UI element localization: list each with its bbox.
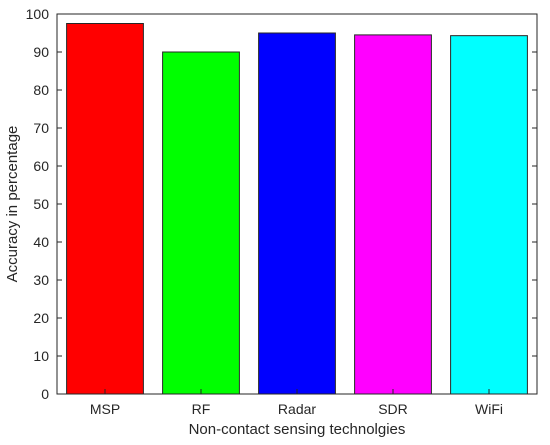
y-ticks-group: 0 10 20 30 40 50 60 70 80 90 100 <box>26 6 537 402</box>
y-tick-label: 20 <box>33 310 49 326</box>
y-tick-label: 30 <box>33 272 49 288</box>
x-tick-label: RF <box>192 401 211 417</box>
y-tick-label: 100 <box>26 6 50 22</box>
y-tick-label: 80 <box>33 82 49 98</box>
bar-rf <box>162 51 240 395</box>
y-tick-label: 70 <box>33 120 49 136</box>
bar-sdr <box>354 34 432 395</box>
x-tick-label: WiFi <box>475 401 503 417</box>
x-axis-title: Non-contact sensing technolgies <box>189 421 406 438</box>
x-tick-label: Radar <box>278 401 316 417</box>
plot-frame <box>56 13 538 395</box>
y-tick-label: 10 <box>33 348 49 364</box>
y-axis-title: Accuracy in percentage <box>4 126 21 283</box>
y-tick-label: 60 <box>33 158 49 174</box>
x-ticks-group: MSP RF Radar SDR WiFi <box>90 389 503 417</box>
bar-msp <box>66 23 144 395</box>
bar-wifi <box>450 35 528 395</box>
y-tick-label: 50 <box>33 196 49 212</box>
y-tick-label: 40 <box>33 234 49 250</box>
bars-group <box>66 23 528 395</box>
x-tick-label: MSP <box>90 401 120 417</box>
x-tick-label: SDR <box>378 401 408 417</box>
bar-radar <box>258 32 336 395</box>
y-tick-label: 0 <box>41 386 49 402</box>
y-tick-label: 90 <box>33 44 49 60</box>
